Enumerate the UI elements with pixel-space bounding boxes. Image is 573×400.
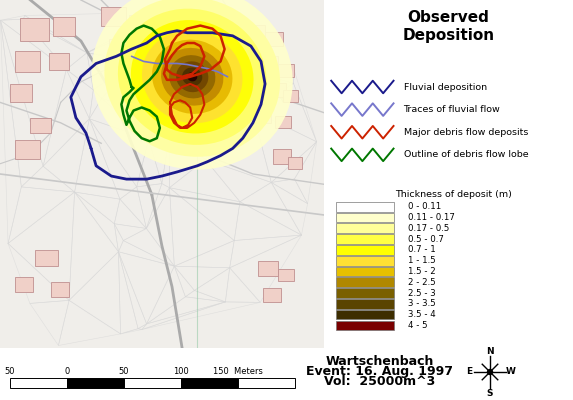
Bar — [152, 8, 170, 22]
Text: 3 - 3.5: 3 - 3.5 — [409, 299, 436, 308]
Bar — [157, 42, 173, 56]
Text: 0.17 - 0.5: 0.17 - 0.5 — [409, 224, 450, 233]
Bar — [101, 7, 127, 26]
Bar — [50, 282, 69, 297]
Text: 3.5 - 4: 3.5 - 4 — [409, 310, 436, 319]
Bar — [268, 83, 286, 97]
Text: 0 - 0.11: 0 - 0.11 — [409, 202, 442, 211]
Bar — [134, 36, 154, 51]
Bar — [207, 89, 222, 100]
Ellipse shape — [92, 0, 293, 170]
Ellipse shape — [169, 55, 215, 98]
Ellipse shape — [104, 0, 280, 157]
Bar — [288, 157, 303, 169]
Ellipse shape — [131, 20, 253, 134]
Bar — [162, 70, 178, 82]
Bar — [15, 140, 41, 159]
FancyBboxPatch shape — [336, 266, 394, 276]
Bar — [167, 91, 182, 102]
Text: Outline of debris flow lobe: Outline of debris flow lobe — [403, 150, 528, 159]
Bar — [10, 84, 32, 102]
Bar — [278, 269, 295, 282]
Bar — [181, 378, 238, 388]
Bar — [238, 378, 295, 388]
Text: E: E — [466, 368, 472, 376]
FancyBboxPatch shape — [336, 288, 394, 298]
Text: Event: 16. Aug. 1997: Event: 16. Aug. 1997 — [307, 365, 453, 378]
Text: 100: 100 — [173, 367, 189, 376]
Text: Fluvial deposition: Fluvial deposition — [403, 82, 486, 92]
Bar — [67, 378, 124, 388]
Text: 0: 0 — [64, 367, 70, 376]
FancyBboxPatch shape — [336, 202, 394, 212]
Ellipse shape — [142, 30, 242, 123]
Bar — [30, 118, 50, 133]
Circle shape — [488, 370, 493, 374]
Bar — [144, 66, 162, 80]
Bar — [180, 66, 194, 77]
Text: 50: 50 — [119, 367, 129, 376]
Ellipse shape — [187, 72, 197, 82]
Text: S: S — [486, 388, 493, 398]
Text: Wartschenbach: Wartschenbach — [326, 355, 434, 368]
Ellipse shape — [161, 48, 223, 106]
Bar — [10, 378, 67, 388]
FancyBboxPatch shape — [336, 277, 394, 287]
Bar — [53, 18, 75, 36]
Text: 50: 50 — [5, 367, 15, 376]
Text: 2 - 2.5: 2 - 2.5 — [409, 278, 436, 287]
FancyBboxPatch shape — [336, 234, 394, 244]
Bar — [15, 277, 33, 292]
FancyBboxPatch shape — [336, 320, 394, 330]
FancyBboxPatch shape — [336, 224, 394, 233]
Bar — [197, 72, 214, 84]
Bar — [20, 18, 49, 41]
Text: 1 - 1.5: 1 - 1.5 — [409, 256, 436, 265]
Bar — [243, 24, 265, 41]
Bar — [253, 108, 271, 123]
Bar — [49, 53, 69, 70]
Bar — [36, 250, 58, 266]
FancyBboxPatch shape — [336, 245, 394, 255]
Bar — [124, 378, 181, 388]
Text: Observed
Deposition: Observed Deposition — [402, 10, 494, 43]
Bar — [275, 116, 291, 128]
Text: 4 - 5: 4 - 5 — [409, 321, 428, 330]
Bar — [273, 150, 291, 164]
Bar — [187, 92, 203, 104]
Bar — [180, 112, 195, 123]
Ellipse shape — [176, 61, 209, 92]
Bar — [201, 112, 217, 125]
Bar — [258, 261, 278, 276]
Bar — [15, 51, 41, 72]
Bar — [258, 56, 278, 72]
Text: Thickness of deposit (m): Thickness of deposit (m) — [395, 190, 512, 199]
Text: Traces of fluvial flow: Traces of fluvial flow — [403, 105, 500, 114]
FancyBboxPatch shape — [336, 213, 394, 222]
Bar — [263, 288, 281, 302]
Text: N: N — [486, 346, 494, 356]
FancyBboxPatch shape — [336, 299, 394, 309]
Text: 150  Meters: 150 Meters — [213, 367, 263, 376]
Bar — [119, 64, 136, 77]
Text: Major debris flow deposits: Major debris flow deposits — [403, 128, 528, 137]
Ellipse shape — [152, 40, 233, 114]
Ellipse shape — [118, 9, 266, 145]
Text: 1.5 - 2: 1.5 - 2 — [409, 267, 436, 276]
Text: 0.7 - 1: 0.7 - 1 — [409, 245, 436, 254]
Bar — [265, 32, 283, 46]
Bar — [109, 39, 127, 53]
Bar — [278, 64, 295, 77]
Bar — [129, 15, 150, 31]
Text: W: W — [506, 368, 516, 376]
Text: 0.5 - 0.7: 0.5 - 0.7 — [409, 234, 445, 244]
Ellipse shape — [182, 68, 202, 86]
FancyBboxPatch shape — [336, 310, 394, 320]
Bar — [283, 90, 299, 102]
Text: 0.11 - 0.17: 0.11 - 0.17 — [409, 213, 456, 222]
Text: 2.5 - 3: 2.5 - 3 — [409, 288, 436, 298]
Text: Vol:  25000m^3: Vol: 25000m^3 — [324, 375, 435, 388]
FancyBboxPatch shape — [336, 256, 394, 266]
